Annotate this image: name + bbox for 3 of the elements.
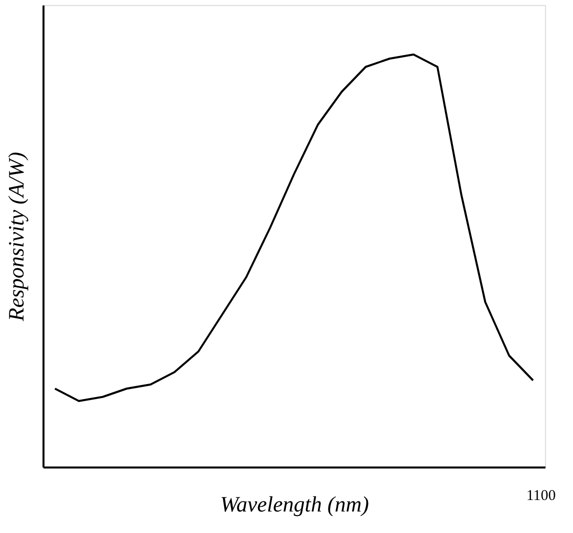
x-axis-title: Wavelength (nm): [220, 492, 369, 516]
text: 1100: [526, 488, 556, 504]
y-axis-title: Responsivity (A/W): [4, 152, 28, 322]
